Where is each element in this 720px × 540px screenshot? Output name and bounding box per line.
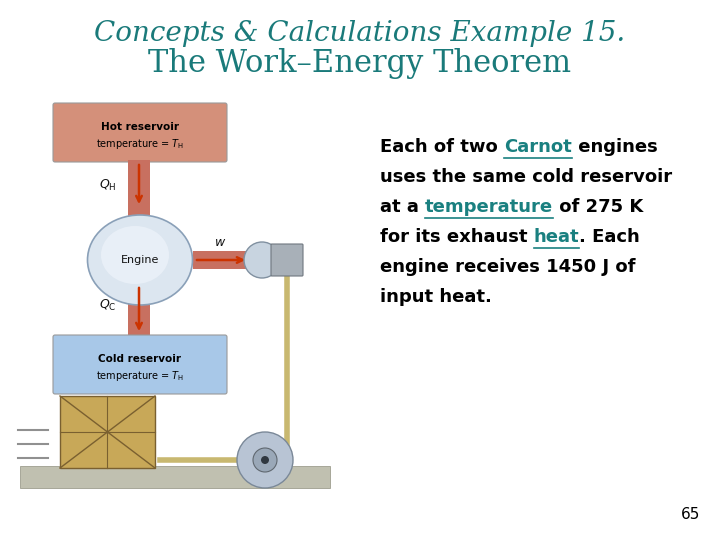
Text: Carnot: Carnot (504, 138, 572, 156)
Text: . Each: . Each (580, 228, 640, 246)
Text: $w$: $w$ (214, 237, 226, 249)
FancyBboxPatch shape (271, 244, 303, 276)
Text: $Q_\mathrm{C}$: $Q_\mathrm{C}$ (99, 298, 117, 313)
FancyBboxPatch shape (53, 335, 227, 394)
Circle shape (237, 432, 293, 488)
Bar (128, 258, 150, 340)
Bar (20, 466, 330, 488)
Text: Concepts & Calculations Example 15.: Concepts & Calculations Example 15. (94, 20, 626, 47)
Text: uses the same cold reservoir: uses the same cold reservoir (380, 168, 672, 186)
Text: $Q_\mathrm{H}$: $Q_\mathrm{H}$ (99, 178, 117, 193)
FancyBboxPatch shape (60, 396, 155, 468)
Text: temperature = $T_\mathrm{H}$: temperature = $T_\mathrm{H}$ (96, 369, 184, 383)
Text: of 275 K: of 275 K (553, 198, 644, 216)
Circle shape (244, 242, 280, 278)
Text: Engine: Engine (121, 255, 159, 265)
Text: Each of two: Each of two (380, 138, 504, 156)
Text: Cold reservoir: Cold reservoir (99, 354, 181, 364)
Bar (193, 251, 251, 269)
Text: for its exhaust: for its exhaust (380, 228, 534, 246)
Circle shape (261, 456, 269, 464)
Ellipse shape (88, 215, 192, 305)
Text: The Work–Energy Theorem: The Work–Energy Theorem (148, 48, 572, 79)
Bar (128, 160, 150, 220)
Text: temperature: temperature (425, 198, 553, 216)
Text: heat: heat (534, 228, 580, 246)
Text: 65: 65 (680, 507, 700, 522)
Text: at a: at a (380, 198, 425, 216)
Circle shape (253, 448, 277, 472)
Text: engine receives 1450 J of: engine receives 1450 J of (380, 258, 636, 276)
FancyBboxPatch shape (53, 103, 227, 162)
Text: input heat.: input heat. (380, 288, 492, 306)
Ellipse shape (101, 226, 169, 284)
Text: temperature = $T_\mathrm{H}$: temperature = $T_\mathrm{H}$ (96, 137, 184, 151)
Text: Hot reservoir: Hot reservoir (101, 122, 179, 132)
Text: engines: engines (572, 138, 657, 156)
